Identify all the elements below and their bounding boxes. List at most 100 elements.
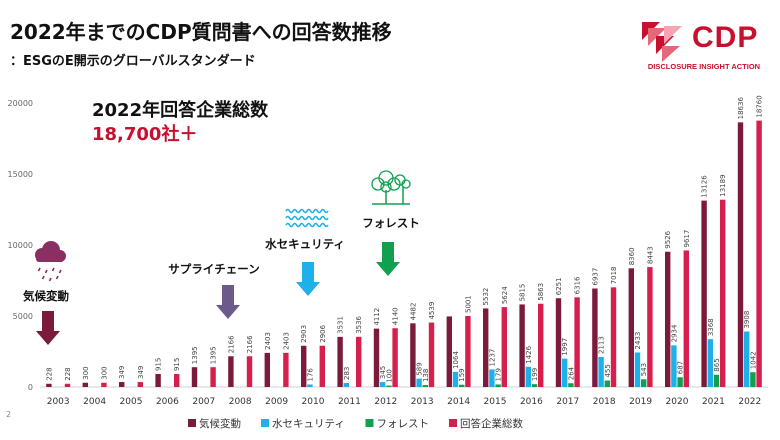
bar-total-2012 <box>392 328 398 387</box>
bar-water-2013 <box>416 378 422 387</box>
forest-trees-icon <box>371 170 411 205</box>
x-tick-label: 2021 <box>702 397 725 407</box>
value-label-water: 345 <box>379 366 387 379</box>
bar-total-2006 <box>174 374 180 387</box>
legend-label-total: 回答企業総数 <box>460 417 523 430</box>
value-label-water: 2433 <box>634 332 642 350</box>
annotation-label-water: 水セキュリティ <box>265 237 345 251</box>
bar-climate-2016 <box>519 304 525 387</box>
value-label-total: 2403 <box>282 332 290 350</box>
value-label-total: 6316 <box>574 276 582 294</box>
value-label-total: 5624 <box>501 286 509 304</box>
value-label-total: 2906 <box>319 324 327 342</box>
value-label-water: 283 <box>343 367 351 380</box>
legend-label-forest: フォレスト <box>377 418 430 430</box>
annotation-label-supply: サプライチェーン <box>168 262 259 276</box>
x-tick-label: 2007 <box>192 397 215 407</box>
bar-forest-2018 <box>604 380 610 387</box>
bar-total-2004 <box>101 382 107 387</box>
value-label-climate: 349 <box>118 366 126 379</box>
value-label-total: 2166 <box>246 335 254 353</box>
legend-swatch-forest <box>365 419 374 427</box>
bar-climate-2012 <box>373 328 380 387</box>
bar-climate-2017 <box>555 298 562 387</box>
x-tick-label: 2013 <box>411 397 434 407</box>
x-tick-label: 2011 <box>338 397 361 407</box>
bar-water-2016 <box>525 366 531 387</box>
value-label-water: 176 <box>306 368 314 382</box>
legend-swatch-water <box>261 419 269 427</box>
bar-forest-2012 <box>386 385 392 387</box>
bar-water-2015 <box>489 369 495 387</box>
value-label-forest: 179 <box>495 368 503 381</box>
bar-forest-2020 <box>677 377 683 387</box>
value-label-climate: 2403 <box>264 332 272 350</box>
value-label-forest: 1042 <box>749 351 757 369</box>
value-label-total: 3536 <box>355 315 363 333</box>
x-tick-label: 2005 <box>120 397 143 407</box>
bar-climate-2020 <box>665 251 671 387</box>
value-label-water: 1426 <box>525 345 533 363</box>
x-tick-label: 2014 <box>447 397 470 407</box>
x-tick-label: 2012 <box>374 397 397 407</box>
value-label-water: 1997 <box>561 338 569 356</box>
value-label-forest: 264 <box>567 366 575 380</box>
value-label-total: 300 <box>100 366 108 379</box>
value-label-total: 18760 <box>756 95 764 117</box>
bar-forest-2013 <box>422 385 428 387</box>
value-label-water: 3908 <box>743 311 751 329</box>
annotation-label-forest: フォレスト <box>362 216 420 230</box>
value-label-total: 4539 <box>428 302 436 320</box>
page-title: 2022年までのCDP質問書への回答数推移 <box>10 20 392 44</box>
bar-climate-2005 <box>119 382 125 387</box>
x-tick-label: 2009 <box>265 397 288 407</box>
x-tick-label: 2016 <box>520 397 543 407</box>
bar-total-2009 <box>283 352 289 387</box>
x-tick-label: 2018 <box>593 397 616 407</box>
x-tick-label: 2020 <box>666 397 689 407</box>
bar-water-2010 <box>307 384 313 387</box>
value-label-total: 13189 <box>719 174 727 196</box>
bar-climate-2015 <box>483 308 489 387</box>
headline-value: 18,700社＋ <box>92 124 198 145</box>
bar-total-2020 <box>683 250 689 387</box>
value-label-total: 7018 <box>610 267 618 285</box>
bar-water-2021 <box>707 339 713 387</box>
value-label-total: 228 <box>64 367 72 380</box>
bar-forest-2016 <box>531 384 538 387</box>
value-label-total: 1395 <box>210 346 218 364</box>
bar-total-2005 <box>137 382 143 387</box>
bar-forest-2019 <box>641 379 647 387</box>
bar-total-2016 <box>538 303 544 387</box>
value-label-forest: 100 <box>385 369 393 382</box>
bar-forest-2022 <box>750 372 756 387</box>
bar-total-2014 <box>465 315 471 387</box>
x-tick-label: 2004 <box>83 397 106 407</box>
value-label-water: 1237 <box>488 349 496 367</box>
value-label-climate: 2903 <box>300 325 308 343</box>
rain-cloud-icon <box>35 241 66 282</box>
value-label-climate: 4112 <box>373 308 381 326</box>
value-label-climate: 1395 <box>191 346 199 364</box>
page-number: 2 <box>6 410 12 419</box>
value-label-total: 9617 <box>683 230 691 248</box>
annotation-arrow-climate <box>36 311 60 345</box>
bar-climate-2019 <box>628 268 634 387</box>
value-label-water: 589 <box>416 362 424 375</box>
x-tick-label: 2019 <box>629 397 652 407</box>
bar-total-2003 <box>64 383 71 387</box>
bar-water-2011 <box>343 382 349 387</box>
annotation-label-climate: 気候変動 <box>23 289 69 303</box>
y-tick-label: 5000 <box>13 312 33 321</box>
bar-climate-2008 <box>228 356 234 387</box>
x-tick-label: 2006 <box>156 397 179 407</box>
value-label-climate: 3531 <box>337 316 345 334</box>
value-label-climate: 13126 <box>701 175 709 198</box>
bar-forest-2014 <box>459 384 465 387</box>
y-tick-label: 15000 <box>8 170 33 179</box>
value-label-climate: 18636 <box>737 97 745 120</box>
value-label-total: 349 <box>137 366 145 379</box>
bar-total-2022 <box>756 120 762 387</box>
value-label-total: 8443 <box>646 246 654 264</box>
